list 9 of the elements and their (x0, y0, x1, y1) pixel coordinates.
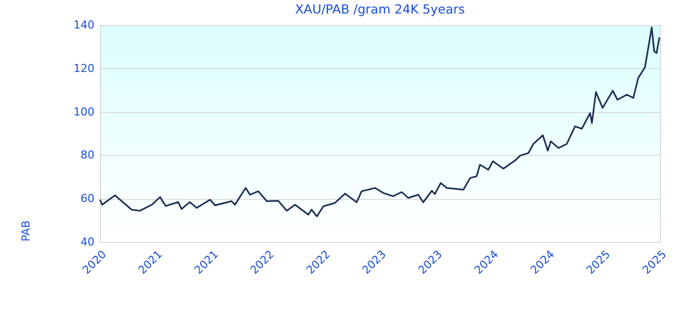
y-axis-title: PAB (20, 220, 32, 242)
y-tick-label: 40 (80, 236, 94, 248)
y-tick-label: 100 (74, 105, 94, 118)
y-tick-label: 80 (80, 148, 94, 162)
y-tick-label: 120 (74, 62, 94, 75)
y-tick-label: 140 (74, 18, 94, 32)
y-tick-label: 60 (80, 192, 94, 206)
chart-title: XAU/PAB /gram 24K 5years (295, 2, 465, 16)
line-series (99, 26, 660, 218)
